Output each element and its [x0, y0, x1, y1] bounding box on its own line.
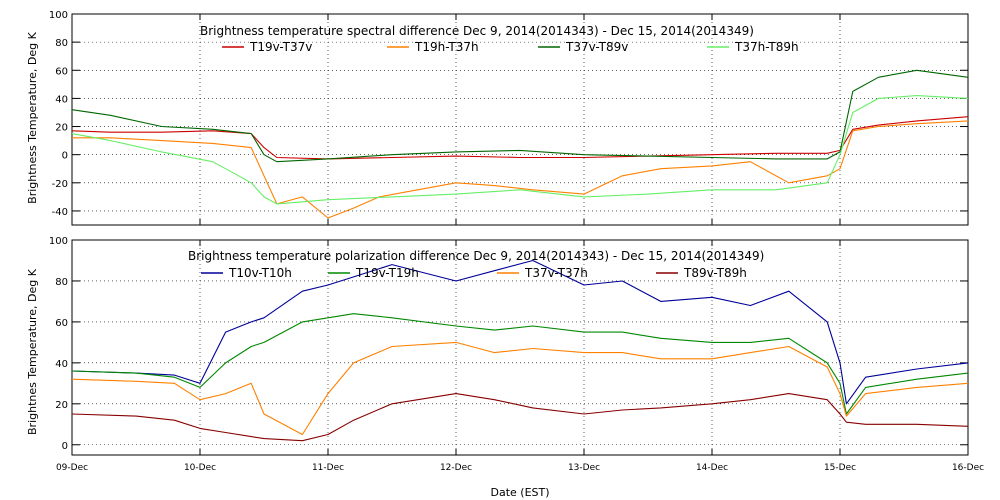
legend-label: T19v-T19h	[355, 266, 419, 280]
legend-label: T37h-T89h	[734, 40, 799, 54]
top-chart-title: Brightness temperature spectral differen…	[200, 24, 754, 38]
bottom-plot-frame	[71, 239, 969, 456]
y-tick-label: 0	[62, 151, 68, 162]
y-tick-label: 0	[62, 441, 68, 452]
series-line-t19v-t37v	[71, 116, 969, 160]
x-tick-label: 12-Dec	[440, 463, 472, 473]
legend-label: T19v-T37v	[249, 40, 312, 54]
top-plot-frame	[71, 13, 969, 226]
legend-label: T37v-T89v	[565, 40, 628, 54]
x-tick-label: 13-Dec	[568, 463, 600, 473]
bottom-y-axis-label: Brightnes Temperature, Deg K	[26, 268, 39, 435]
y-tick-label: 60	[55, 66, 68, 77]
series-line-t89v-t89h	[71, 393, 969, 442]
y-tick-label: 80	[55, 38, 68, 49]
series-line-t37v-t37h	[71, 341, 969, 436]
legend-label: T19h-T37h	[414, 40, 479, 54]
y-tick-label: 100	[49, 10, 68, 21]
series-line-t37h-t89h	[71, 95, 969, 205]
series-line-t10v-t10h	[71, 259, 969, 405]
top-y-axis-label: Brightness Temperature, Deg K	[26, 31, 39, 203]
x-tick-label: 10-Dec	[184, 463, 216, 473]
y-tick-label: 60	[55, 318, 68, 329]
bottom-chart-title: Brightness temperature polarization diff…	[188, 249, 764, 263]
y-tick-label: 80	[55, 277, 68, 288]
legend-label: T10v-T10h	[228, 266, 292, 280]
y-tick-label: 40	[55, 359, 68, 370]
y-tick-label: 40	[55, 94, 68, 105]
series-line-t37v-t89v	[71, 69, 969, 163]
x-tick-label: 11-Dec	[312, 463, 344, 473]
x-tick-label: 15-Dec	[824, 463, 856, 473]
spectral-difference-panel: Brightness temperature spectral differen…	[26, 10, 969, 226]
series-line-t19v-t19h	[71, 313, 969, 415]
x-tick-label: 09-Dec	[56, 463, 88, 473]
polarization-difference-panel: Brightness temperature polarization diff…	[26, 236, 984, 473]
x-axis-label: Date (EST)	[490, 486, 549, 499]
y-tick-label: 20	[55, 123, 68, 134]
y-tick-label: -40	[52, 207, 68, 218]
series-line-t19h-t37h	[72, 120, 969, 219]
y-tick-label: 20	[55, 400, 68, 411]
y-tick-label: -20	[52, 179, 68, 190]
legend-label: T37v-T37h	[524, 266, 588, 280]
y-tick-label: 100	[49, 236, 68, 247]
x-tick-label: 16-Dec	[952, 463, 984, 473]
legend-label: T89v-T89h	[683, 266, 747, 280]
x-tick-label: 14-Dec	[696, 463, 728, 473]
